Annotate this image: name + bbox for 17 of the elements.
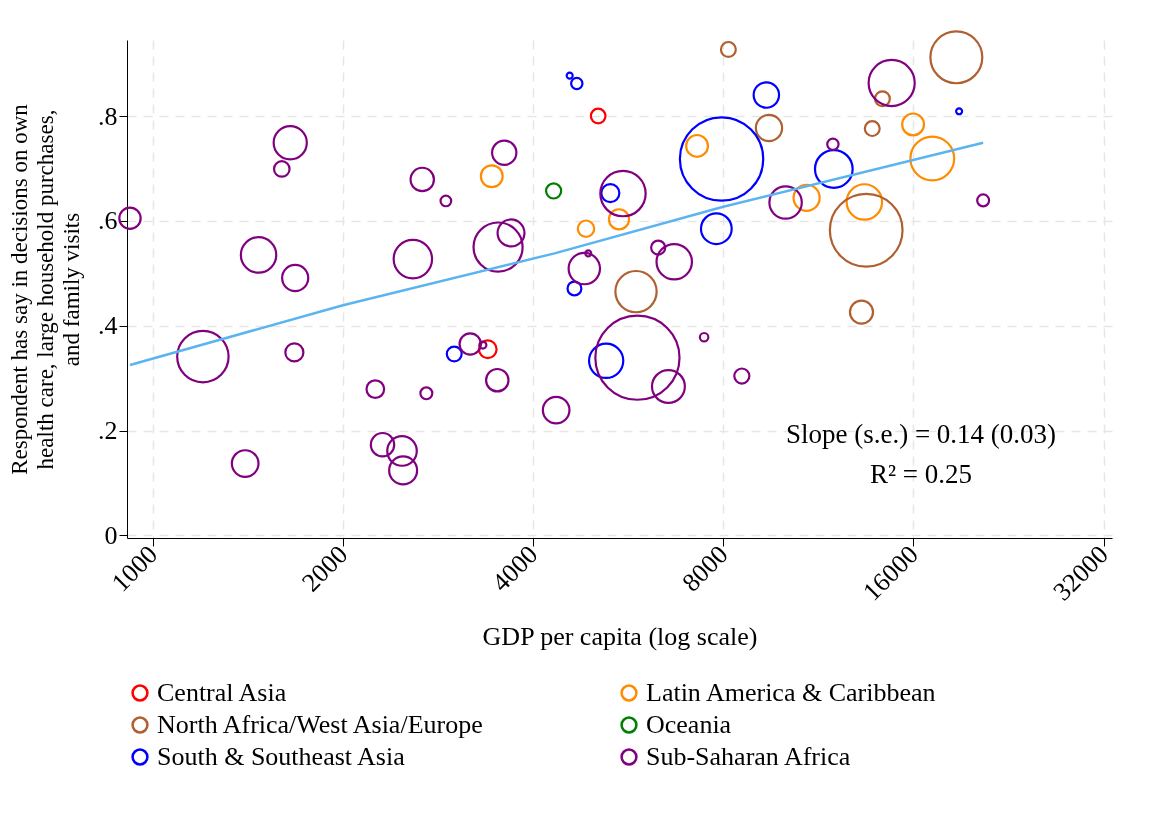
y-tick-label: .2: [98, 416, 118, 446]
x-axis-title: GDP per capita (log scale): [482, 621, 758, 651]
legend-label: North Africa/West Asia/Europe: [157, 710, 483, 739]
annotation: R² = 0.25: [869, 459, 973, 489]
y-tick-label: .4: [98, 311, 118, 341]
x-tick-label: 4000: [486, 539, 544, 598]
y-tick-label: .6: [98, 206, 118, 236]
legend-label: Latin America & Caribbean: [646, 678, 936, 707]
annotation: Slope (s.e.) = 0.14 (0.03): [785, 419, 1057, 449]
y-axis-title: Respondent has say in decisions on own health care, large household purchases, and family visits: [7, 103, 84, 475]
legend-label: South & Southeast Asia: [157, 742, 406, 771]
y-tick-label: 0: [104, 520, 118, 550]
legend-label: Central Asia: [157, 678, 287, 707]
legend-label: Oceania: [646, 710, 732, 739]
legend-label: Sub-Saharan Africa: [646, 742, 851, 771]
x-tick-label: 8000: [676, 539, 734, 598]
y-tick-label: .8: [98, 101, 118, 131]
